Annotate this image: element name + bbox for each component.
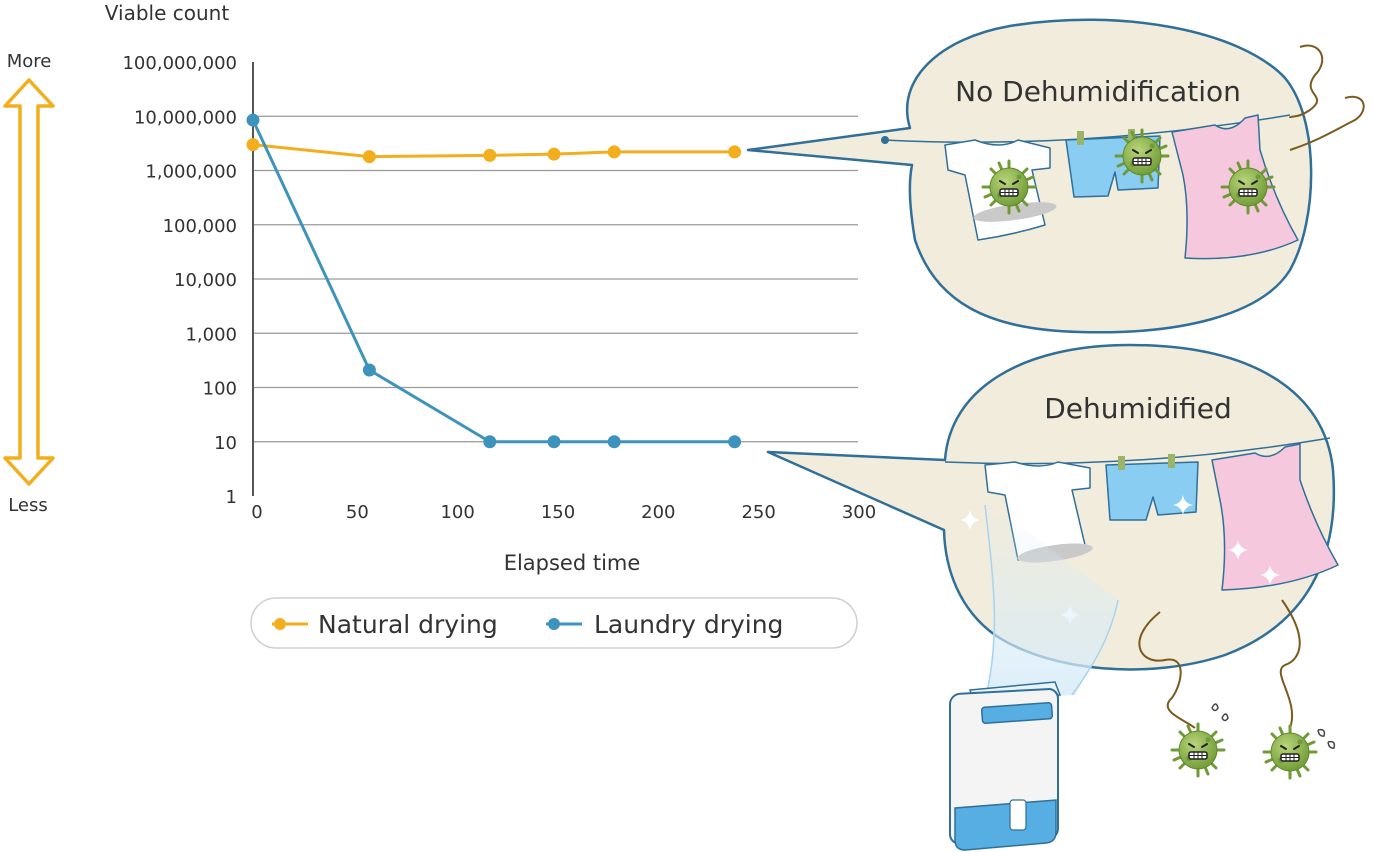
- chart-legend: Natural drying Laundry drying: [250, 597, 858, 649]
- data-point: [607, 435, 621, 449]
- y-tick-label: 1,000: [185, 324, 237, 345]
- y-tick-label: 10,000: [174, 270, 237, 291]
- bottom-shorts: [1105, 454, 1199, 521]
- bottom-laundry-scene: [944, 437, 1339, 625]
- germ-icon: [981, 159, 1037, 215]
- sweat-drops-icon: [1317, 728, 1336, 749]
- y-tick-label: 100,000: [163, 216, 237, 237]
- no-dehumidification-bubble: No Dehumidification: [746, 18, 1365, 334]
- series-line: [252, 143, 735, 159]
- data-point: [547, 435, 561, 449]
- dehumidifier-icon: [949, 681, 1062, 851]
- x-tick-label: 100: [440, 502, 474, 523]
- odor-squiggle-icon: [1138, 611, 1196, 729]
- data-point: [607, 145, 621, 159]
- y-tick-label: 10,000,000: [134, 107, 237, 128]
- data-point: [362, 150, 376, 164]
- x-axis-title: Elapsed time: [504, 551, 641, 575]
- legend-laundry-marker: [548, 618, 560, 630]
- airflow-line-icon: [984, 504, 996, 701]
- odor-squiggle-icon: [1289, 95, 1365, 151]
- more-less-arrow: [3, 78, 55, 486]
- x-tick-label: 300: [842, 502, 876, 523]
- data-point: [728, 145, 742, 159]
- data-point: [246, 113, 260, 127]
- more-label: More: [7, 51, 52, 72]
- x-tick-label: 150: [541, 502, 575, 523]
- legend-item-laundry-drying: Laundry drying: [546, 610, 783, 639]
- odor-squiggle-icon: [1279, 599, 1301, 729]
- data-point: [483, 435, 497, 449]
- odor-squiggle-icon: [1289, 44, 1324, 119]
- legend-natural-marker: [274, 618, 286, 630]
- data-point: [246, 138, 260, 152]
- data-point: [362, 363, 376, 377]
- top-bubble-title: No Dehumidification: [955, 75, 1241, 108]
- data-point: [547, 147, 561, 161]
- legend-natural-label: Natural drying: [318, 610, 498, 639]
- data-point: [728, 435, 742, 449]
- y-tick-label: 10: [214, 433, 237, 454]
- airflow-line-icon: [1071, 599, 1119, 696]
- series-line: [251, 119, 735, 444]
- less-label: Less: [8, 495, 48, 516]
- germ-icon: [1114, 128, 1170, 184]
- x-tick-label: 50: [346, 502, 369, 523]
- line-chart: Viable count 100,000,000 10,000,000 1,000,…: [105, 1, 876, 575]
- data-point: [483, 148, 497, 162]
- y-tick-label: 100,000,000: [122, 53, 237, 74]
- y-tick-label: 1: [226, 487, 237, 508]
- top-line-hook: [881, 136, 889, 144]
- x-tick-label: 250: [741, 502, 775, 523]
- sweat-drops-icon: [1211, 703, 1229, 722]
- top-laundry-scene: [881, 44, 1365, 260]
- airflow-icon: [985, 500, 1118, 700]
- y-tick-label: 1,000,000: [145, 162, 237, 183]
- germ-icon: [1220, 159, 1276, 215]
- x-tick-label: 200: [641, 502, 675, 523]
- escaping-germs: [1138, 599, 1336, 780]
- bottom-bubble-title: Dehumidified: [1044, 392, 1232, 425]
- x-tick-label: 0: [251, 502, 262, 523]
- y-tick-label: 100: [203, 379, 237, 400]
- more-less-indicator: More Less: [3, 51, 55, 516]
- legend-item-natural-drying: Natural drying: [272, 610, 498, 639]
- y-axis-title: Viable count: [105, 1, 230, 25]
- germ-icon: [1170, 722, 1226, 778]
- bottom-dress: [1211, 443, 1339, 591]
- legend-laundry-label: Laundry drying: [594, 610, 783, 639]
- germ-icon: [1262, 724, 1318, 780]
